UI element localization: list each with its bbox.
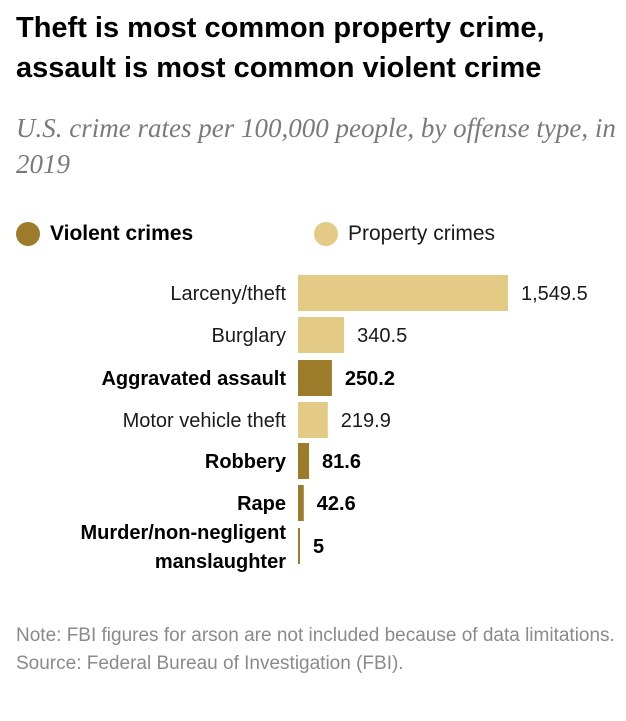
legend-swatch-property <box>314 222 338 246</box>
bar <box>298 275 508 311</box>
bar-value-label: 1,549.5 <box>521 283 588 305</box>
bar-value-label: 219.9 <box>341 410 391 432</box>
bar <box>298 360 332 396</box>
bar <box>298 402 328 438</box>
bar-category-label: Robbery <box>205 451 287 473</box>
bar-category-label: Aggravated assault <box>101 368 286 390</box>
legend: Violent crimes Property crimes <box>16 222 616 248</box>
footer-note: Note: FBI figures for arson are not incl… <box>16 625 615 646</box>
bar-category-label: Larceny/theft <box>170 283 286 305</box>
bar <box>298 443 310 479</box>
legend-swatch-violent <box>16 222 40 246</box>
chart-title: Theft is most common property crime, ass… <box>16 12 545 84</box>
bar-value-label: 340.5 <box>357 325 407 347</box>
bar <box>298 485 304 521</box>
bar-value-label: 42.6 <box>317 493 356 515</box>
legend-label-violent: Violent crimes <box>50 222 194 245</box>
footer-source: Source: Federal Bureau of Investigation … <box>16 653 404 674</box>
bar-category-label: Murder/non-negligent manslaughter <box>80 522 286 573</box>
legend-item-violent: Violent crimes <box>16 222 193 246</box>
chart-subtitle: U.S. crime rates per 100,000 people, by … <box>16 113 616 179</box>
bar-value-label: 5 <box>313 536 324 558</box>
bar-value-label: 81.6 <box>322 451 361 473</box>
bar <box>298 317 345 353</box>
bar-category-label: Rape <box>237 493 286 515</box>
bar-value-label: 250.2 <box>345 368 395 390</box>
legend-item-property: Property crimes <box>314 222 495 246</box>
bar <box>298 528 300 564</box>
bar-category-label: Burglary <box>212 325 286 347</box>
legend-label-property: Property crimes <box>348 222 496 245</box>
footer: Note: FBI figures for arson are not incl… <box>16 622 616 678</box>
bar-category-label: Motor vehicle theft <box>123 410 287 432</box>
bar-chart: Larceny/theft 1,549.5 Burglary 340.5 Aggrava… <box>80 275 588 573</box>
